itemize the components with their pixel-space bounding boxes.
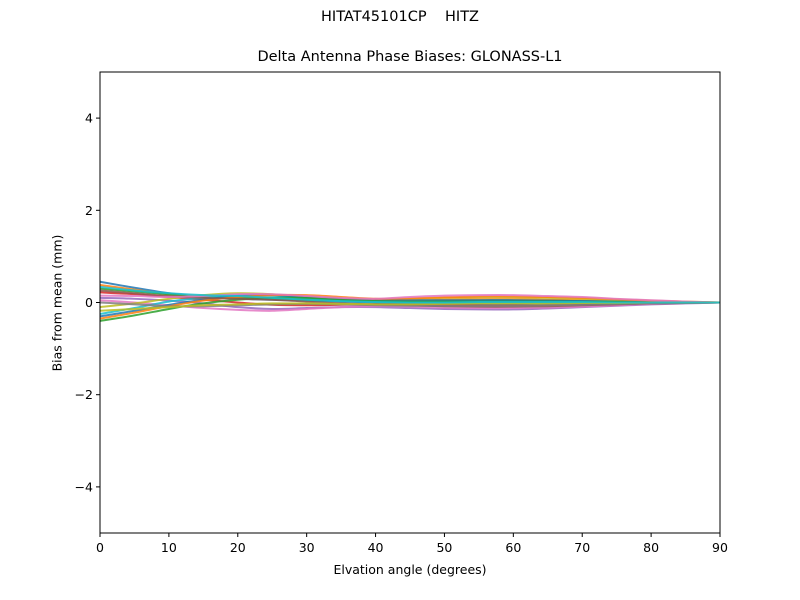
x-axis-ticks: 0 10 20 30 40 50 60 70 80 90 — [96, 533, 728, 555]
y-tick-label: 4 — [85, 111, 93, 126]
y-axis-label: Bias from mean (mm) — [49, 234, 65, 372]
x-tick-label: 50 — [436, 540, 452, 555]
y-tick-label: 2 — [85, 203, 93, 218]
y-tick-label: 0 — [85, 295, 93, 310]
y-tick-label: −2 — [75, 387, 93, 402]
y-tick-label: −4 — [75, 479, 93, 494]
x-tick-label: 60 — [505, 540, 521, 555]
y-axis-ticks: −4 −2 0 2 4 — [75, 111, 100, 494]
x-tick-label: 70 — [574, 540, 590, 555]
chart-title: Delta Antenna Phase Biases: GLONASS-L1 — [257, 49, 563, 65]
x-tick-label: 40 — [368, 540, 384, 555]
x-tick-label: 10 — [161, 540, 177, 555]
series-line — [99, 285, 721, 304]
x-axis-label: Elvation angle (degrees) — [333, 562, 487, 577]
figure-suptitle: HITAT45101CP HITZ — [321, 9, 479, 25]
x-tick-label: 30 — [299, 540, 315, 555]
x-tick-label: 0 — [96, 540, 104, 555]
x-tick-label: 80 — [643, 540, 659, 555]
x-tick-label: 90 — [712, 540, 728, 555]
x-tick-label: 20 — [230, 540, 246, 555]
series-lines — [99, 280, 721, 322]
